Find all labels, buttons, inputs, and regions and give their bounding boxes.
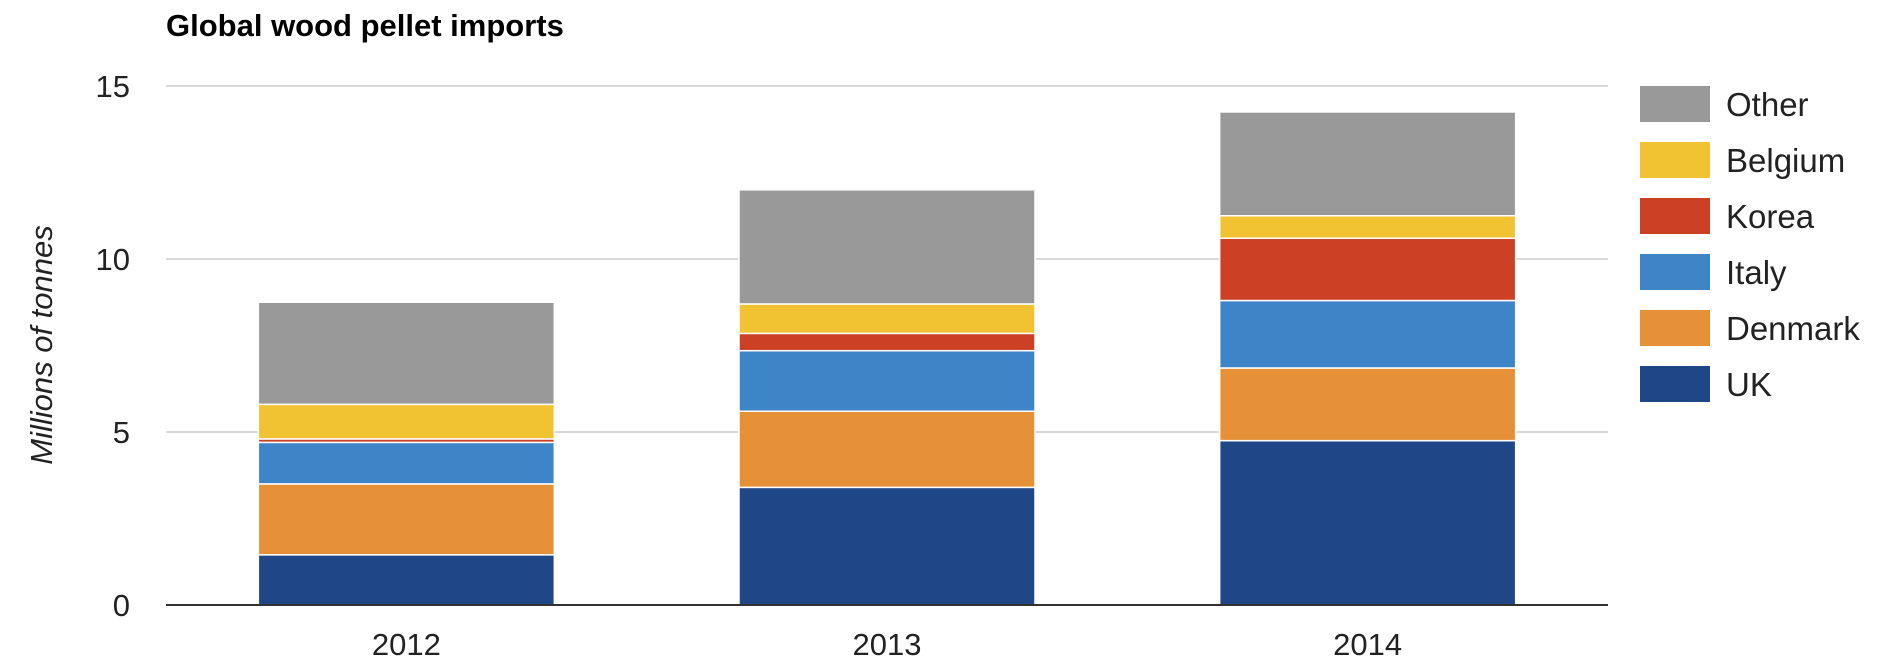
bar-segment-korea-2013 (738, 332, 1036, 352)
legend-label-uk: UK (1726, 366, 1772, 403)
legend-label-italy: Italy (1726, 254, 1787, 291)
x-tick-label: 2012 (372, 627, 441, 662)
bar-segment-italy-2012 (257, 441, 556, 485)
y-tick-label: 15 (96, 69, 130, 104)
legend-label-other: Other (1726, 86, 1809, 123)
bar-segment-belgium-2013 (738, 303, 1036, 335)
bars (257, 111, 1517, 606)
bar-segment-italy-2014 (1218, 299, 1517, 369)
legend: Other Belgium Korea Italy Denmark UK (1640, 86, 1860, 403)
legend-swatch-uk (1640, 366, 1710, 402)
legend-swatch-italy (1640, 254, 1710, 290)
bar-segment-denmark-2014 (1218, 367, 1517, 442)
bar-segment-uk-2013 (738, 486, 1036, 606)
legend-swatch-belgium (1640, 142, 1710, 178)
bar-segment-uk-2014 (1218, 439, 1517, 606)
x-tick-label: 2014 (1333, 627, 1402, 662)
legend-label-denmark: Denmark (1726, 310, 1860, 347)
bar-segment-italy-2013 (738, 349, 1036, 412)
bar-segment-denmark-2013 (738, 410, 1036, 489)
chart-title: Global wood pellet imports (166, 8, 564, 43)
bar-segment-belgium-2012 (257, 403, 556, 440)
y-tick-label: 0 (113, 588, 130, 623)
y-tick-label: 5 (113, 415, 130, 450)
bar-segment-denmark-2012 (257, 483, 556, 556)
legend-label-korea: Korea (1726, 198, 1815, 235)
bar-segment-korea-2014 (1218, 237, 1517, 302)
bar-segment-belgium-2014 (1218, 215, 1517, 239)
bar-segment-other-2014 (1218, 111, 1517, 217)
bar-segment-uk-2012 (257, 554, 556, 606)
axes: 0 5 10 15 2012 2013 2014 Millions of tonnes (24, 69, 1608, 662)
bar-segment-other-2012 (257, 301, 556, 406)
legend-swatch-denmark (1640, 310, 1710, 346)
y-tick-label: 10 (96, 242, 130, 277)
legend-label-belgium: Belgium (1726, 142, 1845, 179)
bar-segment-other-2013 (738, 189, 1036, 305)
legend-swatch-other (1640, 86, 1710, 122)
y-axis-title: Millions of tonnes (24, 225, 59, 465)
legend-swatch-korea (1640, 198, 1710, 234)
x-tick-label: 2013 (853, 627, 922, 662)
